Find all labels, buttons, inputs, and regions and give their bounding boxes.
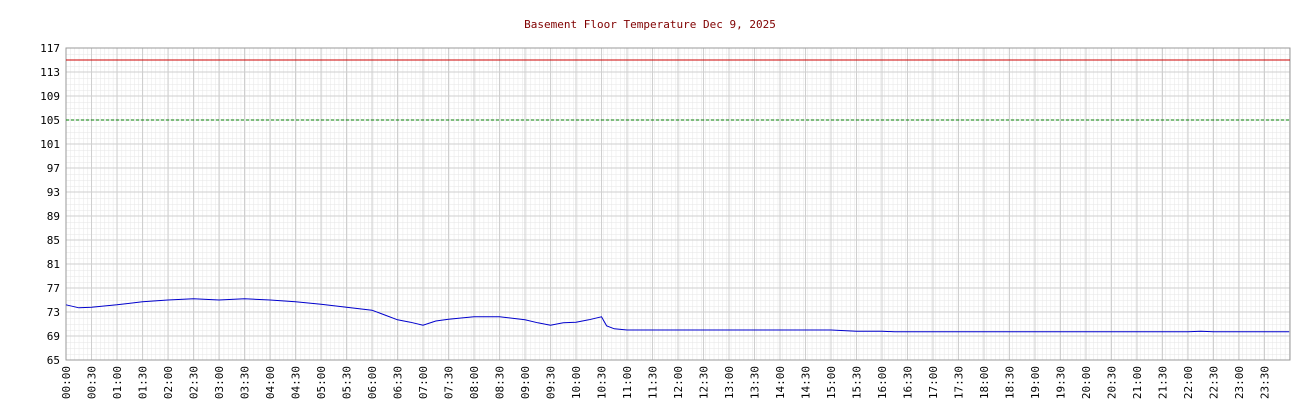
x-tick-label: 05:00 [315, 366, 328, 399]
x-tick-label: 05:30 [341, 366, 354, 399]
y-tick-label: 65 [47, 354, 60, 367]
y-tick-label: 81 [47, 258, 60, 271]
x-tick-label: 16:30 [902, 366, 915, 399]
x-tick-label: 22:30 [1208, 366, 1221, 399]
y-tick-label: 101 [40, 138, 60, 151]
y-tick-label: 69 [47, 330, 60, 343]
x-tick-label: 12:00 [672, 366, 685, 399]
plot-border [65, 47, 1291, 361]
chart-title: Basement Floor Temperature Dec 9, 2025 [524, 18, 776, 31]
x-tick-label: 11:00 [621, 366, 634, 399]
x-tick-label: 07:30 [443, 366, 456, 399]
x-tick-label: 18:30 [1004, 366, 1017, 399]
x-tick-label: 02:00 [162, 366, 175, 399]
x-tick-label: 03:00 [213, 366, 226, 399]
y-tick-label: 85 [47, 234, 60, 247]
y-tick-label: 93 [47, 186, 60, 199]
y-tick-label: 73 [47, 306, 60, 319]
x-tick-label: 13:00 [723, 366, 736, 399]
x-tick-label: 10:00 [570, 366, 583, 399]
y-tick-label: 97 [47, 162, 60, 175]
x-tick-label: 08:30 [494, 366, 507, 399]
x-tick-label: 20:30 [1106, 366, 1119, 399]
x-tick-label: 01:00 [111, 366, 124, 399]
y-tick-label: 89 [47, 210, 60, 223]
y-tick-label: 113 [40, 66, 60, 79]
x-tick-label: 17:00 [927, 366, 940, 399]
x-tick-label: 08:00 [468, 366, 481, 399]
x-tick-label: 09:00 [519, 366, 532, 399]
x-tick-label: 00:00 [60, 366, 73, 399]
x-tick-label: 01:30 [137, 366, 150, 399]
x-tick-label: 03:30 [239, 366, 252, 399]
x-tick-label: 15:00 [825, 366, 838, 399]
x-tick-label: 09:30 [545, 366, 558, 399]
x-tick-label: 22:00 [1182, 366, 1195, 399]
x-tick-label: 02:30 [188, 366, 201, 399]
x-tick-label: 04:30 [290, 366, 303, 399]
x-tick-label: 15:30 [851, 366, 864, 399]
y-tick-label: 109 [40, 90, 60, 103]
x-tick-label: 14:00 [774, 366, 787, 399]
x-tick-label: 16:00 [876, 366, 889, 399]
x-tick-label: 14:30 [800, 366, 813, 399]
x-tick-label: 23:30 [1259, 366, 1272, 399]
x-tick-label: 19:00 [1029, 366, 1042, 399]
x-tick-label: 21:30 [1157, 366, 1170, 399]
x-tick-label: 23:00 [1233, 366, 1246, 399]
x-tick-label: 21:00 [1131, 366, 1144, 399]
y-tick-label: 105 [40, 114, 60, 127]
x-tick-label: 20:00 [1080, 366, 1093, 399]
x-tick-label: 04:00 [264, 366, 277, 399]
x-tick-label: 12:30 [698, 366, 711, 399]
y-tick-label: 117 [40, 42, 60, 55]
x-tick-label: 06:30 [392, 366, 405, 399]
x-tick-label: 10:30 [596, 366, 609, 399]
x-tick-label: 19:30 [1055, 366, 1068, 399]
x-tick-label: 18:00 [978, 366, 991, 399]
x-tick-label: 06:00 [366, 366, 379, 399]
x-tick-label: 11:30 [647, 366, 660, 399]
data-line [65, 298, 1290, 333]
x-tick-label: 00:30 [86, 366, 99, 399]
y-tick-label: 77 [47, 282, 60, 295]
x-tick-label: 13:30 [749, 366, 762, 399]
x-tick-label: 07:00 [417, 366, 430, 399]
x-tick-label: 17:30 [953, 366, 966, 399]
